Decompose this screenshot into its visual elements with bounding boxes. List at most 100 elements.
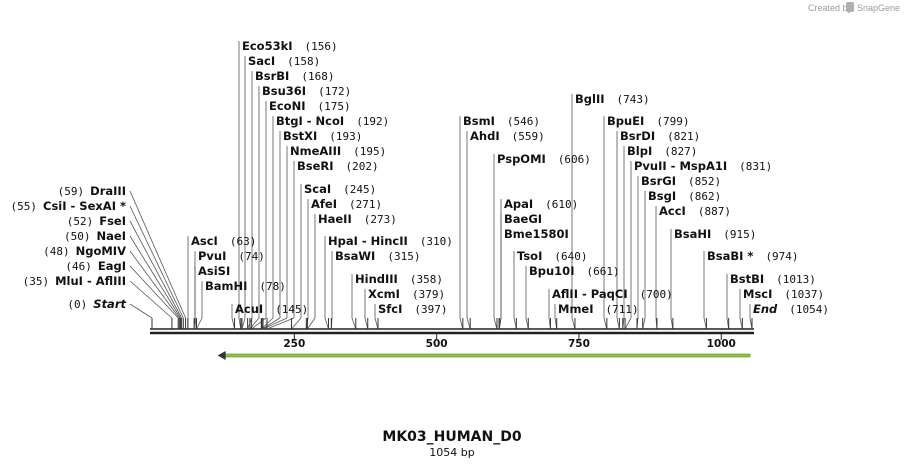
site-position: (1037) [784, 288, 824, 301]
site-ahdi[interactable]: AhdI (559) [470, 129, 545, 143]
site-bstbi[interactable]: BstBI (1013) [730, 272, 816, 286]
site-position: (193) [329, 130, 362, 143]
site-asci[interactable]: AscI (63) [191, 234, 256, 248]
site-draiii[interactable]: DraIII (59) [58, 184, 126, 198]
site-aflii-paqci[interactable]: AflII - PaqCI (700) [552, 287, 673, 301]
site-name: SacI [248, 54, 275, 68]
site-bstxi[interactable]: BstXI (193) [283, 129, 362, 143]
site-acui[interactable]: AcuI (145) [235, 302, 308, 316]
site-bme1580i[interactable]: Bme1580I [504, 227, 569, 241]
snapgene-logo-icon [846, 2, 854, 12]
site-bsmi[interactable]: BsmI (546) [463, 114, 540, 128]
site-position: (52) [67, 215, 94, 228]
site-mlui-afliii[interactable]: MluI - AflIII (35) [23, 274, 126, 288]
site-msci[interactable]: MscI (1037) [743, 287, 824, 301]
site-position: (168) [301, 70, 334, 83]
site-end[interactable]: End (1054) [753, 302, 829, 316]
site-position: (379) [412, 288, 445, 301]
site-name: AcuI [235, 302, 263, 316]
site-sfci[interactable]: SfcI (397) [378, 302, 448, 316]
ruler: 250 500 750 1000 [283, 333, 736, 350]
site-xcmi[interactable]: XcmI (379) [368, 287, 445, 301]
site-start[interactable]: Start (0) [67, 297, 126, 311]
site-bsawi[interactable]: BsaWI (315) [335, 249, 420, 263]
site-bpu10i[interactable]: Bpu10I (661) [529, 264, 620, 278]
site-fsei[interactable]: FseI (52) [67, 214, 126, 228]
site-bseri[interactable]: BseRI (202) [297, 159, 379, 173]
site-hpai-hincii[interactable]: HpaI - HincII (310) [328, 234, 453, 248]
site-blpi[interactable]: BlpI (827) [627, 144, 697, 158]
site-position: (358) [410, 273, 443, 286]
site-saci[interactable]: SacI (158) [248, 54, 320, 68]
site-name: TsoI [517, 249, 542, 263]
site-position: (172) [318, 85, 351, 98]
site-name: DraIII [90, 184, 126, 198]
site-position: (175) [317, 100, 350, 113]
site-name: BpuEI [607, 114, 644, 128]
site-apai[interactable]: ApaI (610) [504, 197, 578, 211]
site-name: FseI [99, 214, 126, 228]
site-bglii[interactable]: BglII (743) [575, 92, 650, 106]
site-position: (195) [353, 145, 386, 158]
site-econi[interactable]: EcoNI (175) [269, 99, 351, 113]
site-name: BsrDI [620, 129, 655, 143]
site-pvui[interactable]: PvuI (74) [198, 249, 265, 263]
leader-line [129, 205, 184, 319]
site-position: (273) [364, 213, 397, 226]
site-eagi[interactable]: EagI (46) [65, 259, 126, 273]
site-position: (711) [606, 303, 639, 316]
site-asisi[interactable]: AsiSI [198, 264, 230, 278]
site-position: (546) [507, 115, 540, 128]
leader-line [291, 317, 302, 330]
site-name: BsaHI [674, 227, 711, 241]
site-ngomiv[interactable]: NgoMIV (48) [43, 244, 126, 258]
leader-line [129, 265, 179, 319]
ruler-tick-label: 500 [426, 338, 448, 350]
site-position: (310) [420, 235, 453, 248]
leader-line [261, 317, 281, 330]
site-acci[interactable]: AccI (887) [659, 204, 731, 218]
site-bsabi[interactable]: BsaBI * (974) [707, 249, 799, 263]
site-haeii[interactable]: HaeII (273) [318, 212, 397, 226]
site-eco53ki[interactable]: Eco53kI (156) [242, 39, 338, 53]
site-name: BstXI [283, 129, 317, 143]
site-position: (887) [698, 205, 731, 218]
site-scai[interactable]: ScaI (245) [304, 182, 376, 196]
leader-line [129, 250, 180, 319]
site-name: BsaBI * [707, 249, 753, 263]
site-bamhi[interactable]: BamHI (78) [205, 279, 286, 293]
site-hindiii[interactable]: HindIII (358) [355, 272, 443, 286]
site-bsrdi[interactable]: BsrDI (821) [620, 129, 700, 143]
site-name: HindIII [355, 272, 398, 286]
leader-line [251, 317, 267, 330]
site-name: Bpu10I [529, 264, 574, 278]
site-position: (63) [230, 235, 257, 248]
site-mmei[interactable]: MmeI (711) [558, 302, 639, 316]
leader-line [129, 190, 186, 319]
site-name: BsrBI [255, 69, 289, 83]
site-bsahi[interactable]: BsaHI (915) [674, 227, 756, 241]
site-afei[interactable]: AfeI (271) [311, 197, 382, 211]
feature-body[interactable] [223, 353, 751, 358]
site-name: AsiSI [198, 264, 230, 278]
site-name: Start [93, 297, 126, 311]
site-btgi-ncoi[interactable]: BtgI - NcoI (192) [276, 114, 389, 128]
site-name: HpaI - HincII [328, 234, 408, 248]
site-position: (48) [43, 245, 70, 258]
site-bsu36i[interactable]: Bsu36I (172) [262, 84, 351, 98]
site-csii-sexai[interactable]: CsiI - SexAI * (55) [11, 199, 126, 213]
site-bpuei[interactable]: BpuEI (799) [607, 114, 689, 128]
site-baegi[interactable]: BaeGI [504, 212, 542, 226]
site-pvuii-mspa1i[interactable]: PvuII - MspA1I (831) [634, 159, 772, 173]
site-pspomi[interactable]: PspOMI (606) [497, 152, 591, 166]
site-tsoi[interactable]: TsoI (640) [517, 249, 587, 263]
site-bsrgi[interactable]: BsrGI (852) [641, 174, 721, 188]
leader-line [241, 317, 246, 330]
site-name: Eco53kI [242, 39, 293, 53]
site-position: (192) [356, 115, 389, 128]
site-naei[interactable]: NaeI (50) [64, 229, 126, 243]
site-bsrbi[interactable]: BsrBI (168) [255, 69, 334, 83]
site-nmeaiii[interactable]: NmeAIII (195) [290, 144, 386, 158]
site-bsgi[interactable]: BsgI (862) [648, 189, 721, 203]
